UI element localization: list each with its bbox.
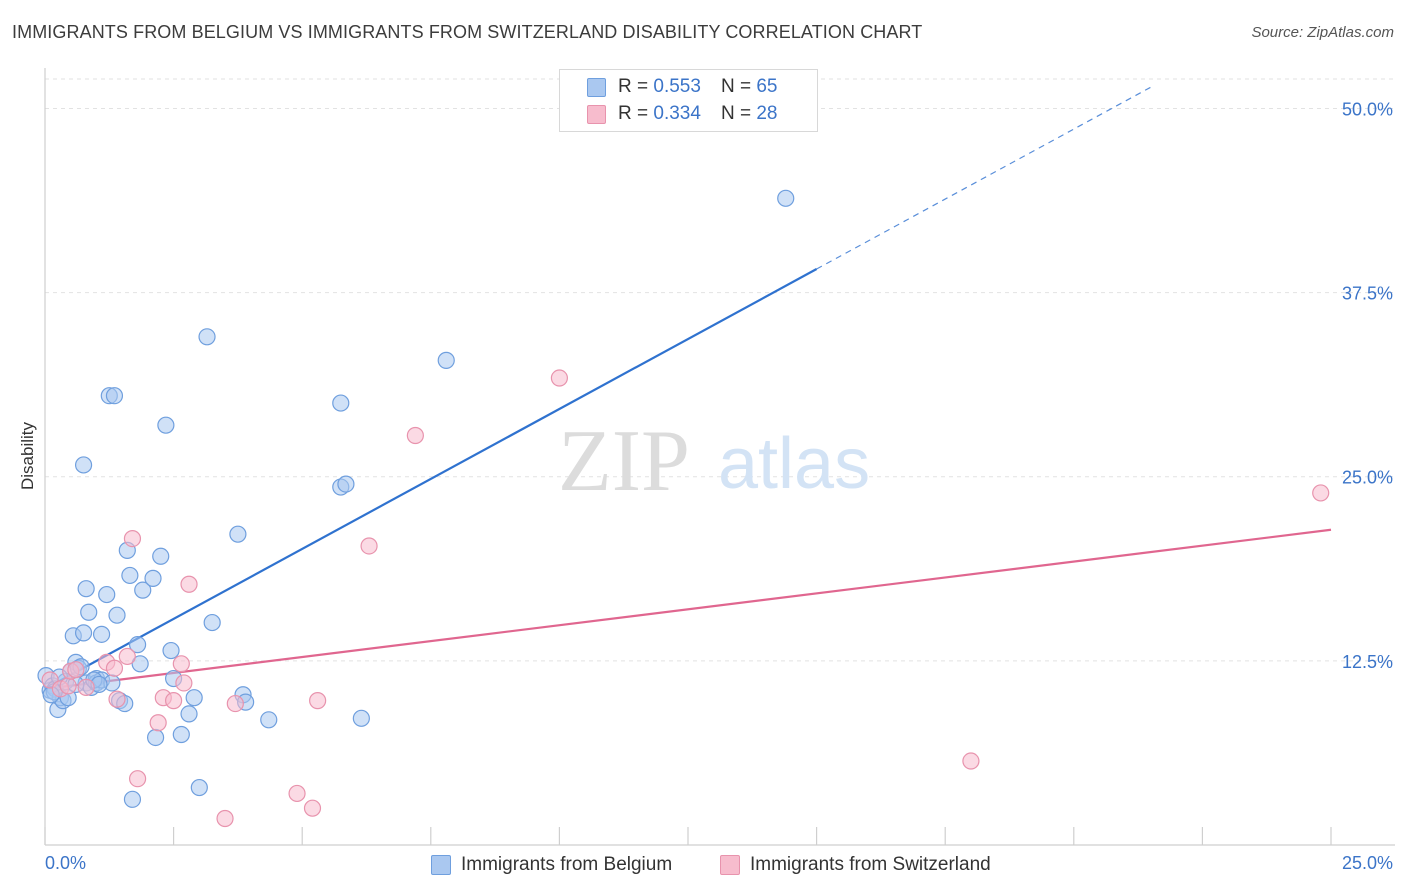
tick-labels: 12.5% 25.0% 37.5% 50.0% 0.0% 25.0% bbox=[45, 99, 1393, 873]
belgium-point bbox=[172, 725, 190, 744]
watermark-zip: ZIP bbox=[558, 413, 690, 510]
belgium-point bbox=[105, 387, 124, 405]
x-tick-label: 0.0% bbox=[45, 853, 86, 873]
belgium-trendline bbox=[44, 268, 818, 690]
switzerland-point bbox=[67, 661, 85, 679]
switzerland-point bbox=[105, 659, 124, 677]
switzerland-point bbox=[77, 678, 95, 696]
switzerland-point bbox=[226, 694, 244, 713]
switzerland-point bbox=[180, 575, 198, 593]
switzerland-point bbox=[123, 529, 142, 548]
n-value: 65 bbox=[756, 76, 778, 97]
switzerland-point bbox=[288, 784, 306, 803]
belgium-point bbox=[157, 416, 175, 434]
switzerland-point bbox=[1312, 484, 1330, 502]
y-tick-label: 50.0% bbox=[1342, 99, 1393, 119]
belgium-point bbox=[180, 705, 198, 723]
switzerland-point bbox=[962, 752, 980, 770]
grid-layer bbox=[45, 78, 1395, 662]
belgium-trendline-extension bbox=[816, 85, 1153, 270]
belgium-point bbox=[203, 613, 221, 632]
belgium-swatch bbox=[587, 77, 606, 97]
belgium-point bbox=[131, 655, 149, 673]
belgium-point bbox=[152, 547, 170, 565]
belgium-point bbox=[260, 711, 278, 729]
belgium-point bbox=[128, 636, 147, 654]
r-value: 0.334 bbox=[653, 103, 701, 124]
belgium-point bbox=[190, 778, 208, 797]
switzerland-point bbox=[59, 677, 77, 695]
belgium-point bbox=[144, 569, 162, 587]
belgium-point bbox=[352, 709, 370, 727]
n-label: N = bbox=[720, 103, 752, 124]
switzerland-point bbox=[550, 369, 569, 387]
belgium-point bbox=[92, 625, 111, 643]
n-value: 28 bbox=[756, 103, 778, 124]
belgium-point bbox=[332, 394, 350, 412]
n-label: N = bbox=[720, 76, 752, 97]
switzerland-point bbox=[303, 799, 322, 817]
belgium-legend-swatch bbox=[431, 855, 451, 875]
legend-label-belgium: Immigrants from Belgium bbox=[461, 854, 673, 875]
belgium-point bbox=[74, 624, 93, 642]
stats-row-switzerland: R = 0.334 N = 28 bbox=[587, 102, 777, 126]
legend-item-belgium: Immigrants from Belgium bbox=[431, 852, 672, 878]
belgium-point bbox=[198, 328, 216, 346]
belgium-point bbox=[134, 581, 152, 599]
y-axis-label: Disability bbox=[18, 421, 37, 491]
switzerland-point bbox=[128, 770, 147, 788]
stats-row-belgium: R = 0.553 N = 65 bbox=[587, 75, 777, 99]
source-label: Source: ZipAtlas.com bbox=[1251, 24, 1394, 41]
switzerland-point bbox=[406, 426, 424, 445]
switzerland-point bbox=[118, 647, 136, 666]
stats-legend: R = 0.553 N = 65 R = 0.334 N = 28 bbox=[559, 69, 818, 132]
switzerland-point bbox=[216, 809, 234, 828]
belgium-point bbox=[146, 728, 165, 747]
belgium-point bbox=[77, 580, 95, 598]
switzerland-point bbox=[172, 655, 190, 673]
r-label: R = bbox=[618, 103, 649, 124]
y-tick-label: 12.5% bbox=[1342, 652, 1393, 672]
switzerland-point bbox=[149, 714, 167, 732]
switzerland-point bbox=[175, 674, 193, 692]
legend-item-switzerland: Immigrants from Switzerland bbox=[720, 852, 991, 878]
switzerland-point bbox=[360, 537, 378, 555]
belgium-point bbox=[437, 351, 455, 369]
r-value: 0.553 bbox=[653, 76, 701, 97]
watermark-atlas: atlas bbox=[718, 424, 870, 504]
watermark: ZIP atlas bbox=[558, 413, 870, 510]
trendlines bbox=[44, 85, 1332, 690]
switzerland-trendline bbox=[44, 528, 1332, 690]
belgium-point bbox=[108, 606, 126, 624]
chart-title: IMMIGRANTS FROM BELGIUM VS IMMIGRANTS FR… bbox=[12, 22, 923, 42]
y-tick-label: 25.0% bbox=[1342, 468, 1393, 488]
y-tick-label: 37.5% bbox=[1342, 284, 1393, 304]
belgium-point bbox=[162, 641, 180, 660]
belgium-point bbox=[98, 585, 116, 604]
belgium-point bbox=[80, 603, 98, 621]
switzerland-point bbox=[108, 690, 126, 708]
belgium-point bbox=[229, 525, 247, 543]
belgium-point bbox=[337, 475, 355, 493]
axis-layer bbox=[44, 68, 1395, 846]
belgium-point bbox=[121, 566, 139, 585]
switzerland-legend-swatch bbox=[720, 855, 740, 875]
x-tick-label: 25.0% bbox=[1342, 853, 1393, 873]
belgium-point bbox=[185, 689, 203, 707]
switzerland-point bbox=[165, 692, 183, 710]
points bbox=[37, 189, 1330, 828]
belgium-point bbox=[74, 456, 93, 474]
belgium-point bbox=[777, 189, 795, 207]
legend-label-switzerland: Immigrants from Switzerland bbox=[750, 854, 991, 875]
switzerland-swatch bbox=[587, 104, 606, 124]
switzerland-point bbox=[309, 692, 327, 710]
belgium-point bbox=[123, 790, 142, 808]
r-label: R = bbox=[618, 76, 649, 97]
